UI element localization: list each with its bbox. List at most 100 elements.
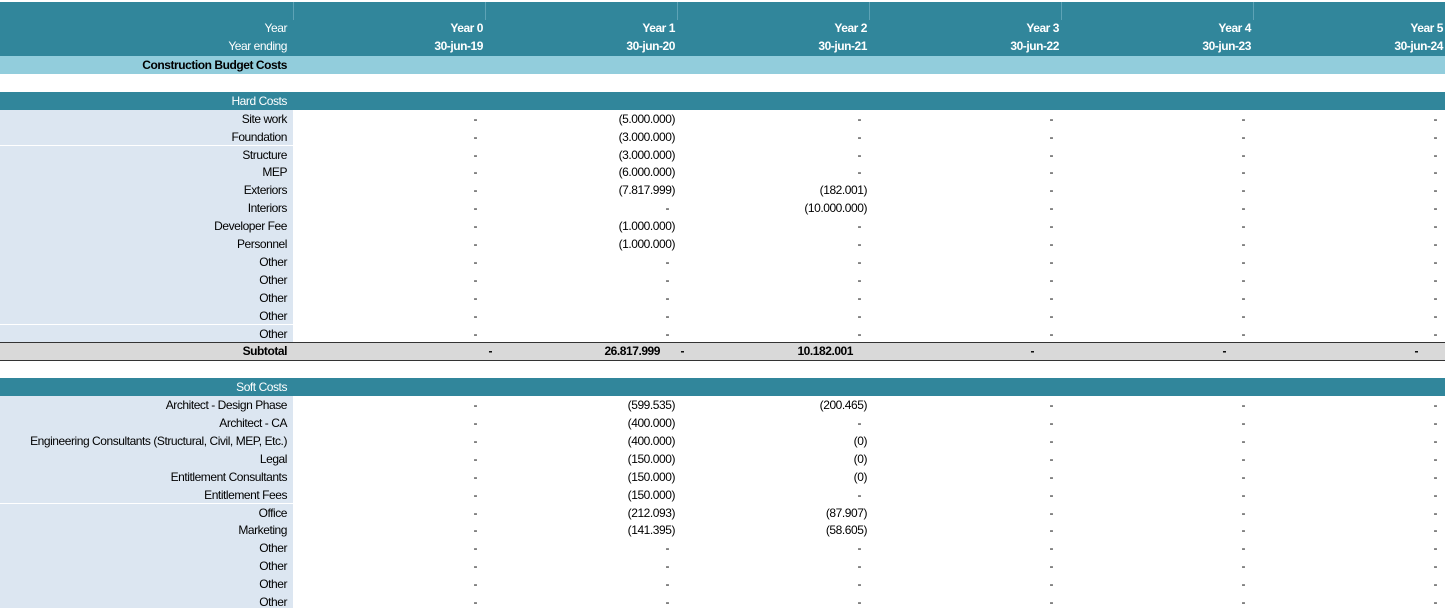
value-cell: - <box>473 201 477 216</box>
value-cell: - <box>1433 326 1437 341</box>
subtotal-label: Subtotal <box>242 344 288 359</box>
value-cell: - <box>1433 129 1437 144</box>
value-cell: (3.000.000) <box>618 129 676 144</box>
value-cell: (150.000) <box>627 469 676 484</box>
row-label: Other <box>259 326 287 341</box>
value-cell: (400.000) <box>627 433 676 448</box>
value-cell: - <box>473 254 477 269</box>
value-cell: - <box>857 559 861 574</box>
label-cell-bg <box>0 163 293 182</box>
value-cell: - <box>665 541 669 556</box>
value-cell: - <box>1433 505 1437 520</box>
value-cell: (5.000.000) <box>618 111 676 126</box>
value-cell: - <box>473 147 477 162</box>
label-cell-bg <box>0 181 293 200</box>
label-cell-bg <box>0 539 293 558</box>
value-cell: - <box>1049 308 1053 323</box>
subtotal-value: 10.182.001 <box>797 344 853 359</box>
date-header: 30-jun-24 <box>1394 39 1443 53</box>
row-label: MEP <box>262 165 287 180</box>
date-header: 30-jun-21 <box>818 39 867 53</box>
value-cell: - <box>1049 290 1053 305</box>
column-divider <box>1253 2 1254 20</box>
label-cell-bg <box>0 252 293 271</box>
value-cell: - <box>665 559 669 574</box>
subtotal-value: - <box>488 344 492 359</box>
label-cell-bg <box>0 324 293 343</box>
label-cell-bg <box>0 109 293 128</box>
value-cell: - <box>1049 487 1053 502</box>
value-cell: - <box>1241 237 1245 251</box>
row-label: Entitlement Consultants <box>170 469 288 484</box>
group-band <box>0 378 1445 397</box>
value-cell: - <box>1433 308 1437 323</box>
value-cell: - <box>1241 183 1245 198</box>
section-title: Construction Budget Costs <box>142 58 287 72</box>
value-cell: - <box>473 595 477 608</box>
value-cell: - <box>1241 308 1245 323</box>
value-cell: - <box>1241 272 1245 287</box>
value-cell: - <box>665 254 669 269</box>
label-cell-bg <box>0 449 293 468</box>
value-cell: (150.000) <box>627 487 676 502</box>
value-cell: - <box>1049 541 1053 556</box>
value-cell: - <box>473 129 477 144</box>
value-cell: - <box>857 308 861 323</box>
label-cell-bg <box>0 557 293 576</box>
value-cell: - <box>1241 111 1245 126</box>
value-cell: - <box>1241 541 1245 556</box>
label-cell-bg <box>0 414 293 432</box>
label-cell-bg <box>0 467 293 486</box>
value-cell: - <box>665 201 669 216</box>
year-header: Year 3 <box>1026 21 1059 35</box>
row-label: Legal <box>259 451 288 466</box>
group-band <box>0 91 1445 110</box>
date-header: 30-jun-19 <box>434 39 483 53</box>
value-cell: - <box>1433 237 1437 251</box>
value-cell: - <box>473 237 477 251</box>
value-cell: - <box>857 577 861 592</box>
value-cell: - <box>473 469 477 484</box>
subtotal-value: - <box>1222 344 1226 359</box>
date-header: 30-jun-22 <box>1010 39 1059 53</box>
column-divider <box>1061 2 1062 20</box>
value-cell: - <box>473 577 477 592</box>
value-cell: - <box>1433 451 1437 466</box>
value-cell: - <box>1049 559 1053 574</box>
column-divider <box>293 2 294 20</box>
subtotal-value: 26.817.999 <box>604 344 660 359</box>
label-cell-bg <box>0 288 293 307</box>
label-cell-bg <box>0 235 293 253</box>
value-cell: (58.605) <box>825 523 868 538</box>
column-divider <box>869 2 870 20</box>
row-label: Engineering Consultants (Structural, Civ… <box>30 433 287 448</box>
value-cell: - <box>1241 326 1245 341</box>
value-cell: - <box>1049 451 1053 466</box>
value-cell: - <box>1049 523 1053 538</box>
value-cell: - <box>1241 523 1245 538</box>
year-header: Year 5 <box>1410 21 1443 35</box>
value-cell: - <box>1241 595 1245 608</box>
row-label: Other <box>259 290 287 305</box>
value-cell: - <box>1241 290 1245 305</box>
value-cell: - <box>1049 326 1053 341</box>
value-cell: - <box>1433 398 1437 413</box>
row-label: Marketing <box>238 523 287 538</box>
value-cell: - <box>1049 111 1053 126</box>
value-cell: - <box>473 219 477 234</box>
label-cell-bg <box>0 503 293 522</box>
value-cell: - <box>1433 541 1437 556</box>
value-cell: (3.000.000) <box>618 147 676 162</box>
value-cell: - <box>1433 183 1437 198</box>
value-cell: (0) <box>853 451 868 466</box>
value-cell: - <box>1433 290 1437 305</box>
value-cell: - <box>665 595 669 608</box>
value-cell: - <box>1433 559 1437 574</box>
value-cell: - <box>1049 505 1053 520</box>
row-label: Other <box>259 541 287 556</box>
date-header: 30-jun-20 <box>626 39 675 53</box>
value-cell: (200.465) <box>819 398 868 413</box>
value-cell: - <box>857 219 861 234</box>
value-cell: - <box>1049 129 1053 144</box>
